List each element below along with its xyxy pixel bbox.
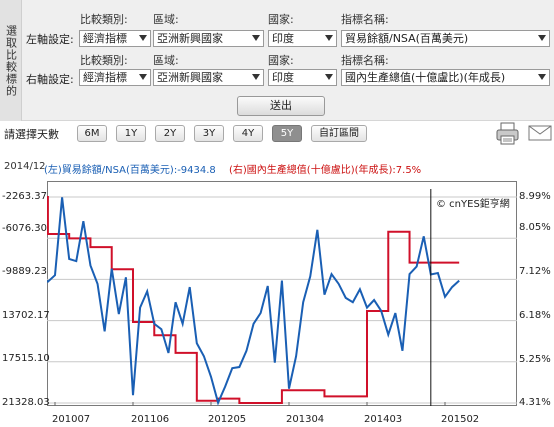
printer-icon[interactable] [494, 121, 522, 147]
chevron-down-icon [139, 35, 147, 41]
left-category-label: 比較類別: [80, 13, 128, 26]
y-left-tick: 21328.03 [2, 397, 50, 408]
x-tick: 201007 [52, 414, 91, 425]
y-right-tick: 4.31% [519, 397, 551, 408]
left-country-value: 印度 [272, 32, 294, 45]
left-region-value: 亞洲新興國家 [157, 32, 223, 45]
y-left-tick: -9889.23 [2, 266, 47, 277]
y-right-tick: 7.12% [519, 266, 551, 277]
left-indicator-value: 貿易餘額/NSA(百萬美元) [345, 32, 469, 45]
selector-vertical-title-text: 選取比較標的 [4, 24, 18, 97]
chevron-down-icon [538, 74, 546, 80]
chart-copyright: © cnYES鉅亨網 [436, 199, 510, 210]
x-tick: 201304 [286, 414, 325, 425]
right-country-select[interactable]: 印度 [268, 69, 337, 86]
y-right-tick: 5.25% [519, 354, 551, 365]
chevron-down-icon [252, 35, 260, 41]
y-right-tick: 6.18% [519, 310, 551, 321]
right-category-label: 比較類別: [80, 54, 128, 67]
right-category-value: 經濟指標 [83, 71, 127, 84]
left-indicator-label: 指標名稱: [341, 13, 389, 26]
mail-icon[interactable] [528, 124, 552, 142]
right-region-label: 區域: [153, 54, 179, 67]
right-category-select[interactable]: 經濟指標 [79, 69, 151, 86]
chevron-down-icon [325, 74, 333, 80]
right-country-label: 國家: [268, 54, 294, 67]
y-left-tick: 17515.10 [2, 353, 50, 364]
right-indicator-select[interactable]: 國內生產總值(十億盧比)(年成長) [341, 69, 550, 86]
chart-svg [47, 189, 517, 406]
x-tick: 201205 [208, 414, 247, 425]
left-axis-row-label: 左軸設定: [26, 33, 74, 46]
range-button-1y[interactable]: 1Y [116, 125, 146, 142]
range-button-4y[interactable]: 4Y [233, 125, 263, 142]
right-country-value: 印度 [272, 71, 294, 84]
left-category-select[interactable]: 經濟指標 [79, 30, 151, 47]
range-label: 請選擇天數 [4, 128, 59, 141]
y-left-tick: -6076.30 [2, 223, 47, 234]
y-left-tick: 13702.17 [2, 310, 50, 321]
info-right-series: (右)國內生產總值(十億盧比)(年成長):7.5% [229, 165, 422, 176]
left-region-select[interactable]: 亞洲新興國家 [153, 30, 264, 47]
y-right-tick: 8.05% [519, 222, 551, 233]
range-button-6m[interactable]: 6M [77, 125, 107, 142]
info-date: 2014/12 [4, 161, 46, 172]
y-right-tick: 8.99% [519, 191, 551, 202]
series-line-left [47, 197, 460, 406]
y-left-tick: -2263.37 [2, 191, 47, 202]
left-indicator-select[interactable]: 貿易餘額/NSA(百萬美元) [341, 30, 550, 47]
x-tick: 201106 [131, 414, 170, 425]
selector-panel: 選取比較標的 比較類別: 區域: 國家: 指標名稱: 左軸設定: 經濟指標 亞洲… [0, 0, 554, 121]
left-category-value: 經濟指標 [83, 32, 127, 45]
left-country-label: 國家: [268, 13, 294, 26]
chevron-down-icon [538, 35, 546, 41]
range-button-2y[interactable]: 2Y [155, 125, 185, 142]
right-axis-row-label: 右軸設定: [26, 73, 74, 86]
range-button-custom[interactable]: 自訂區間 [311, 125, 367, 142]
x-tick: 201403 [364, 414, 403, 425]
x-tick: 201502 [441, 414, 480, 425]
left-region-label: 區域: [153, 13, 179, 26]
series-line-right [47, 196, 460, 404]
chevron-down-icon [252, 74, 260, 80]
right-region-select[interactable]: 亞洲新興國家 [153, 69, 264, 86]
selector-vertical-title: 選取比較標的 [0, 0, 22, 121]
info-left-series: (左)貿易餘額/NSA(百萬美元):-9434.8 [44, 165, 216, 176]
right-indicator-label: 指標名稱: [341, 54, 389, 67]
right-indicator-value: 國內生產總值(十億盧比)(年成長) [345, 71, 506, 84]
chevron-down-icon [325, 35, 333, 41]
left-country-select[interactable]: 印度 [268, 30, 337, 47]
range-button-3y[interactable]: 3Y [194, 125, 224, 142]
right-region-value: 亞洲新興國家 [157, 71, 223, 84]
range-button-5y[interactable]: 5Y [272, 125, 302, 142]
submit-button[interactable]: 送出 [237, 96, 325, 116]
chevron-down-icon [139, 74, 147, 80]
